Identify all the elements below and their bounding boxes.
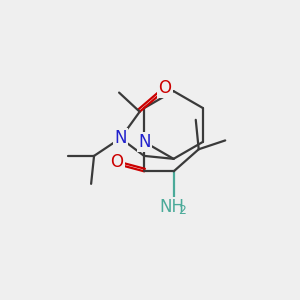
Text: NH: NH (160, 198, 185, 216)
Text: N: N (138, 133, 151, 151)
Text: 2: 2 (178, 204, 186, 217)
Text: N: N (114, 129, 127, 147)
Text: O: O (110, 153, 123, 171)
Text: O: O (158, 79, 171, 97)
